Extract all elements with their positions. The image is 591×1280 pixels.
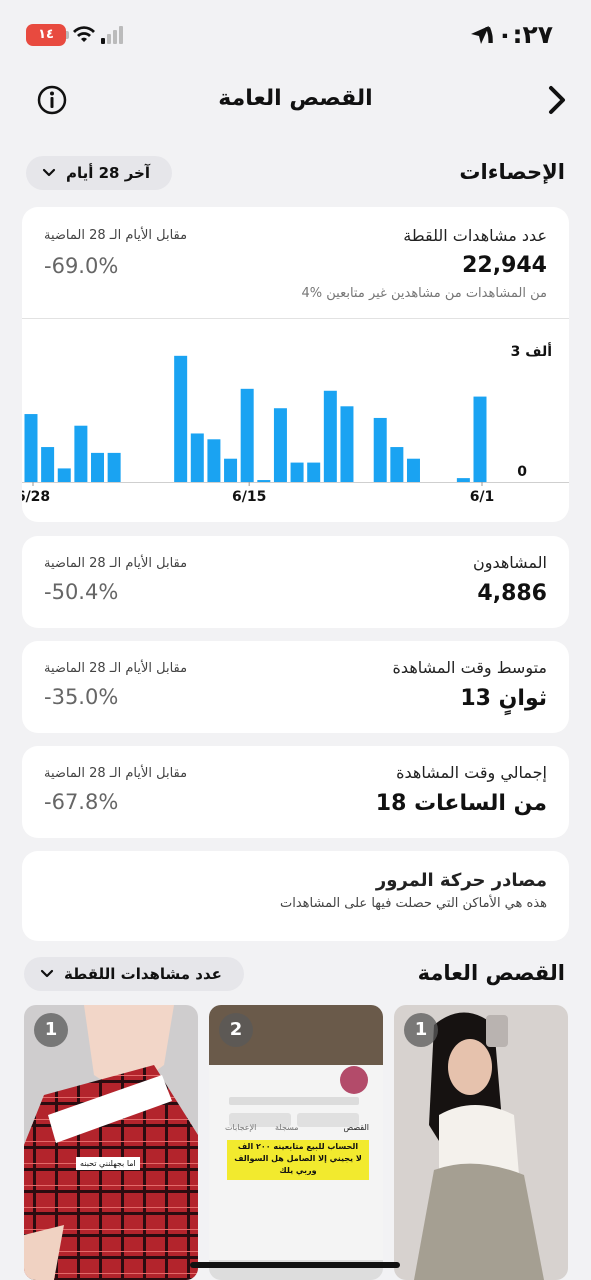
chevron-down-icon xyxy=(42,168,56,177)
viewers-value: 4,886 xyxy=(477,581,547,606)
battery-indicator: ١٤ xyxy=(26,24,66,46)
story-thumbnail[interactable]: 1 xyxy=(394,1005,568,1280)
x-tick-label: 6/1 xyxy=(470,489,495,505)
views-card: عدد مشاهدات اللقطة 22,944 مقابل الأيام ا… xyxy=(22,207,569,522)
story-count-badge: 2 xyxy=(219,1013,253,1047)
status-time: ١٠:٢٧ xyxy=(481,20,553,49)
sort-label: عدد مشاهدات اللقطة xyxy=(64,965,222,983)
avg-watch-compare-value: -35.0% xyxy=(44,685,119,709)
chart-bar xyxy=(190,433,204,482)
chart-bar xyxy=(240,388,254,482)
total-watch-time-card: إجمالي وقت المشاهدة 18 من الساعات مقابل … xyxy=(22,746,569,838)
avg-watch-compare-label: مقابل الأيام الـ 28 الماضية xyxy=(44,661,188,676)
story-thumbnail[interactable]: اما بجهلنني تحبنه 1 xyxy=(24,1005,198,1280)
cellular-signal-icon xyxy=(101,26,123,44)
chart-bar xyxy=(373,417,387,482)
chart-bar xyxy=(91,452,105,482)
chart-bar xyxy=(74,425,88,482)
page-title: القصص العامة xyxy=(218,86,373,111)
traffic-title: مصادر حركة المرور xyxy=(375,870,547,891)
total-watch-compare-value: -67.8% xyxy=(44,790,119,814)
date-range-selector[interactable]: آخر 28 أيام xyxy=(26,156,173,190)
chart-bar xyxy=(273,408,287,482)
battery-cap xyxy=(66,31,69,39)
avg-watch-label: متوسط وقت المشاهدة xyxy=(392,658,547,677)
x-tick-label: 6/15 xyxy=(232,489,266,505)
chart-bar xyxy=(41,447,55,482)
views-label: عدد مشاهدات اللقطة xyxy=(403,226,547,245)
story-tab-saved: مسجلة xyxy=(275,1123,299,1132)
chart-bar xyxy=(473,396,487,482)
traffic-sources-card[interactable]: مصادر حركة المرور هذه هي الأماكن التي حص… xyxy=(22,851,569,941)
avg-watch-time-card: متوسط وقت المشاهدة 13 ثوانٍ مقابل الأيام… xyxy=(22,641,569,733)
chart-bar xyxy=(406,458,420,482)
total-watch-value: 18 من الساعات xyxy=(375,791,547,816)
views-bar-chart: 3 ألف 0 6/28 6/15 6/1 xyxy=(22,342,569,505)
info-icon[interactable] xyxy=(36,84,68,116)
x-tick-label: 6/28 xyxy=(22,489,50,505)
back-chevron-icon[interactable] xyxy=(543,82,573,118)
viewers-card: المشاهدون 4,886 مقابل الأيام الـ 28 الما… xyxy=(22,536,569,628)
chart-bar xyxy=(456,478,470,482)
viewers-label: المشاهدون xyxy=(472,553,547,572)
location-arrow-icon xyxy=(471,26,489,44)
story-tab-stories: القصص xyxy=(343,1123,369,1132)
chart-bar xyxy=(390,447,404,482)
total-watch-label: إجمالي وقت المشاهدة xyxy=(396,763,547,782)
chart-bar xyxy=(224,458,238,482)
total-watch-compare-label: مقابل الأيام الـ 28 الماضية xyxy=(44,766,188,781)
y-tick-label: 3 ألف xyxy=(511,342,552,360)
date-range-label: آخر 28 أيام xyxy=(66,164,151,182)
chart-bar xyxy=(174,355,188,482)
story-tab-likes: الإعجابات xyxy=(225,1123,257,1132)
nav-bar: القصص العامة xyxy=(0,70,591,130)
story-overlay-text: اما بجهلنني تحبنه xyxy=(76,1157,140,1170)
sort-selector[interactable]: عدد مشاهدات اللقطة xyxy=(24,957,244,991)
chart-bar xyxy=(307,462,321,482)
chart-bar xyxy=(257,480,271,482)
chart-bar xyxy=(57,468,71,482)
stats-section-title: الإحصاءات xyxy=(459,160,565,184)
home-indicator xyxy=(190,1262,400,1268)
chart-bar xyxy=(207,439,221,482)
story-count-badge: 1 xyxy=(404,1013,438,1047)
viewers-compare-value: -50.4% xyxy=(44,580,119,604)
chart-bar xyxy=(323,390,337,482)
traffic-description: هذه هي الأماكن التي حصلت فيها على المشاه… xyxy=(279,896,547,911)
status-bar: ١٠:٢٧ ١٤ xyxy=(0,0,591,70)
views-divider xyxy=(22,318,569,319)
y-tick-label: 0 xyxy=(517,464,527,480)
story-overlay-line-2: لا يجيني إلا الصامل هل السوالف xyxy=(234,1154,362,1163)
avg-watch-value: 13 ثوانٍ xyxy=(460,686,547,711)
wifi-icon xyxy=(73,26,95,42)
views-compare-label: مقابل الأيام الـ 28 الماضية xyxy=(44,228,188,243)
views-value: 22,944 xyxy=(462,253,547,278)
story-image xyxy=(209,1005,383,1280)
viewers-compare-label: مقابل الأيام الـ 28 الماضية xyxy=(44,556,188,571)
chart-bar xyxy=(107,452,121,482)
views-compare-value: -69.0% xyxy=(44,254,119,278)
story-overlay-line-1: الحساب للبيع متابعينه ٢٠٠ الف xyxy=(237,1142,359,1151)
chart-bar xyxy=(290,462,304,482)
story-overlay-line-3: وربي يلك xyxy=(279,1166,317,1175)
views-note: 4% من المشاهدات من مشاهدين غير متابعين xyxy=(301,286,548,301)
story-thumbnail[interactable]: القصص مسجلة الإعجابات الحساب للبيع متابع… xyxy=(209,1005,383,1280)
story-image xyxy=(394,1005,568,1280)
story-count-badge: 1 xyxy=(34,1013,68,1047)
story-image xyxy=(24,1005,198,1280)
stories-section-title: القصص العامة xyxy=(417,961,565,985)
chevron-down-icon xyxy=(40,969,54,978)
chart-bar xyxy=(24,414,38,482)
chart-bar xyxy=(340,406,354,482)
